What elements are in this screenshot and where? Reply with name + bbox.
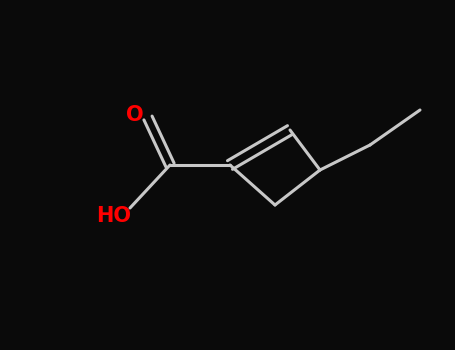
Text: HO: HO	[96, 206, 131, 226]
Text: O: O	[126, 105, 144, 125]
